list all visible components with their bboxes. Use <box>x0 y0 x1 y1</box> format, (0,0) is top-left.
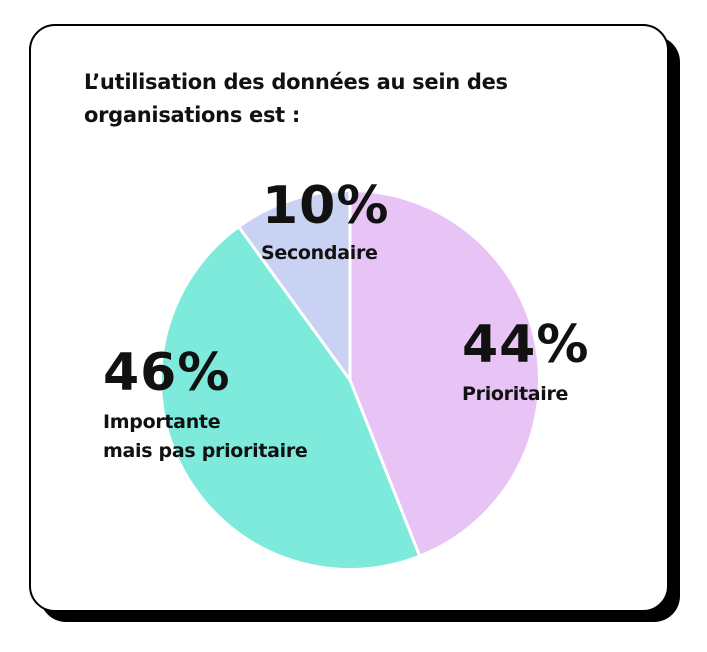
value-label-prioritaire: 44% <box>462 315 590 375</box>
pie-slice-secondaire <box>239 192 350 380</box>
pie-separator-line <box>348 379 421 556</box>
slice-label-importante-line-2: mais pas prioritaire <box>103 440 308 462</box>
slice-label-importante-line-1: Importante <box>103 411 221 433</box>
pie-slice-importante <box>162 227 420 569</box>
pie-slice-prioritaire <box>350 192 538 555</box>
chart-title: L’utilisation des données au sein des or… <box>84 70 508 127</box>
value-label-secondaire: 10% <box>262 176 390 236</box>
value-label-importante: 46% <box>103 343 231 403</box>
slice-label-secondaire: Secondaire <box>261 242 378 264</box>
pie-separator-line <box>238 227 352 381</box>
slice-label-prioritaire: Prioritaire <box>462 383 569 405</box>
slice-label-importante: Importante mais pas prioritaire <box>103 408 363 466</box>
